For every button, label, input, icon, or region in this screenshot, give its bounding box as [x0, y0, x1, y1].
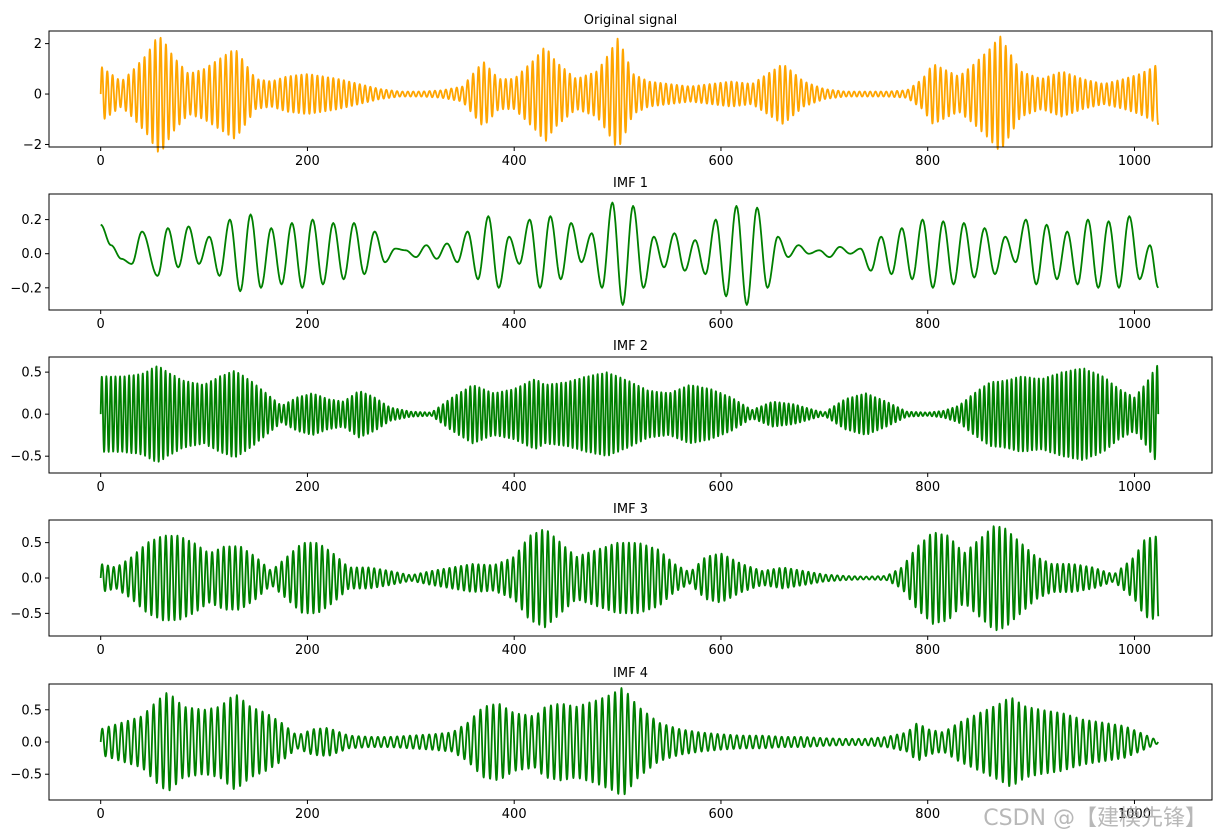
- x-tick-label: 400: [502, 317, 527, 332]
- x-tick-label: 200: [295, 480, 320, 495]
- y-tick-label: 0.0: [21, 408, 42, 423]
- x-tick-label: 1000: [1118, 480, 1151, 495]
- x-tick-label: 400: [502, 807, 527, 822]
- y-tick-label: 0.5: [21, 366, 42, 381]
- axes-frame: [48, 356, 1213, 474]
- y-tick-label: −0.5: [10, 450, 42, 465]
- subplot-title: IMF 2: [613, 339, 648, 354]
- series-line: [99, 35, 1160, 153]
- x-tick-label: 0: [97, 317, 105, 332]
- y-tick-label: −2: [23, 138, 42, 153]
- x-tick-label: 600: [709, 807, 734, 822]
- x-tick-label: 800: [915, 807, 940, 822]
- y-tick-label: 0.0: [21, 247, 42, 262]
- subplot-3: IMF 2 0 200 400 600 800 1000 −0.5 0.0 0.5: [10, 339, 1213, 495]
- x-tick-label: 200: [295, 807, 320, 822]
- x-tick-label: 800: [915, 154, 940, 169]
- subplot-5: IMF 4 0 200 400 600 800 1000 −0.5 0.0 0.5: [10, 666, 1213, 822]
- y-tick-label: −0.5: [10, 607, 42, 622]
- subplot-title: IMF 3: [613, 502, 648, 517]
- y-tick-label: 0.5: [21, 536, 42, 551]
- x-tick-label: 200: [295, 154, 320, 169]
- x-tick-label: 600: [709, 317, 734, 332]
- watermark-text: CSDN @【建模先锋】: [983, 806, 1207, 831]
- x-tick-label: 200: [295, 317, 320, 332]
- subplot-4: IMF 3 0 200 400 600 800 1000 −0.5 0.0 0.5: [10, 502, 1213, 658]
- series-line: [99, 525, 1160, 632]
- series-line: [99, 687, 1159, 796]
- x-tick-label: 800: [915, 480, 940, 495]
- x-tick-label: 400: [502, 643, 527, 658]
- y-tick-label: −0.5: [10, 768, 42, 783]
- x-tick-label: 1000: [1118, 643, 1151, 658]
- y-tick-label: 0.5: [21, 703, 42, 718]
- x-tick-label: 400: [502, 154, 527, 169]
- x-tick-label: 800: [915, 317, 940, 332]
- y-tick-label: 2: [34, 37, 42, 52]
- y-tick-label: −0.2: [10, 281, 42, 296]
- axes-frame: [48, 193, 1213, 311]
- x-tick-label: 600: [709, 154, 734, 169]
- x-tick-label: 1000: [1118, 807, 1151, 822]
- subplot-title: Original signal: [584, 13, 677, 28]
- y-tick-label: 0.0: [21, 572, 42, 587]
- x-tick-label: 1000: [1118, 154, 1151, 169]
- x-tick-label: 800: [915, 643, 940, 658]
- x-tick-label: 0: [97, 643, 105, 658]
- y-tick-label: 0: [34, 88, 42, 103]
- x-tick-label: 0: [97, 154, 105, 169]
- x-tick-label: 200: [295, 643, 320, 658]
- subplot-title: IMF 1: [613, 176, 648, 191]
- x-tick-label: 0: [97, 807, 105, 822]
- subplot-title: IMF 4: [613, 666, 648, 681]
- x-tick-label: 0: [97, 480, 105, 495]
- series-line: [99, 364, 1160, 463]
- series-line: [100, 201, 1159, 306]
- subplot-2: IMF 1 0 200 400 600 800 1000 −0.2 0.0 0.2: [10, 176, 1213, 332]
- x-tick-label: 600: [709, 480, 734, 495]
- subplot-1: Original signal 0 200 400 600 800 1000 −2 0 2: [23, 13, 1213, 169]
- x-tick-label: 600: [709, 643, 734, 658]
- x-tick-label: 400: [502, 480, 527, 495]
- axes-frame: [48, 30, 1213, 148]
- y-tick-label: 0.0: [21, 736, 42, 751]
- x-tick-label: 1000: [1118, 317, 1151, 332]
- y-tick-label: 0.2: [21, 213, 42, 228]
